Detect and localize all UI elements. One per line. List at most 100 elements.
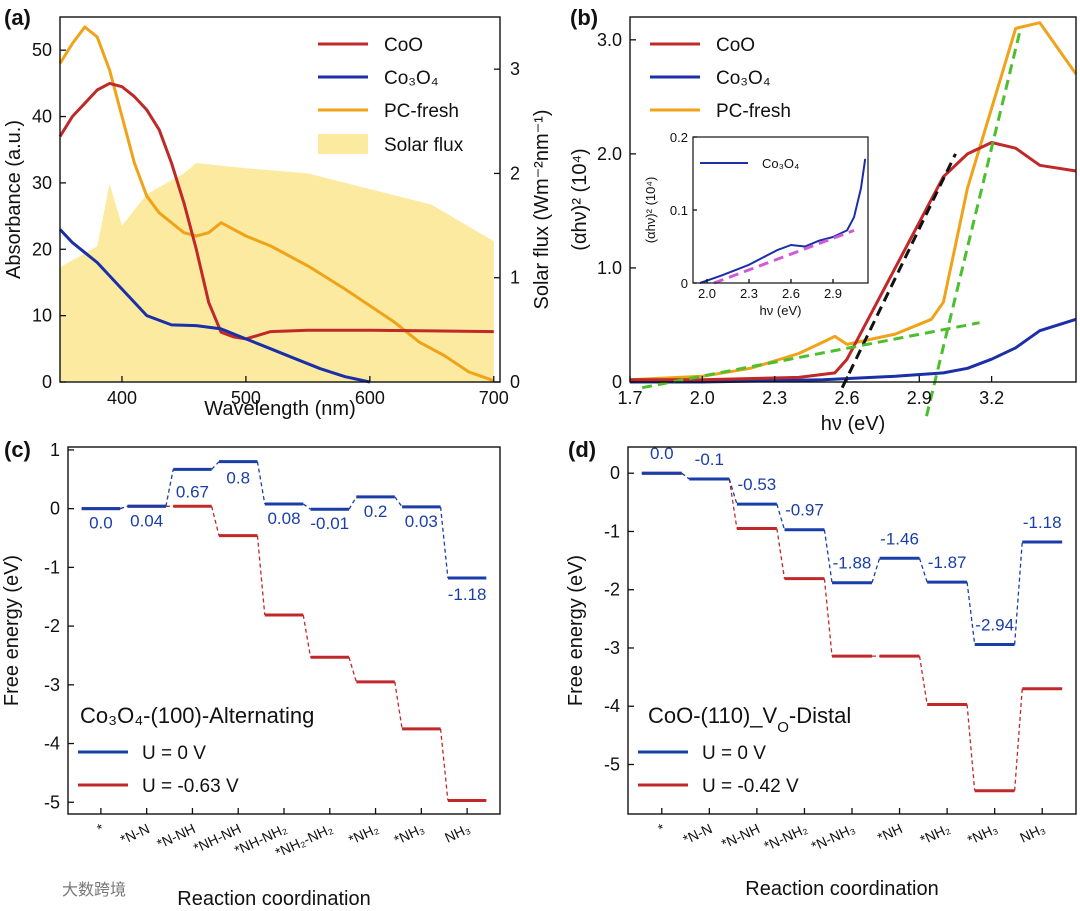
- x-axis-title: Reaction coordination: [177, 888, 370, 910]
- y-axis-title: (αhν)² (10⁴): [569, 148, 591, 250]
- value-label: -1.18: [1023, 513, 1062, 532]
- value-label: 0.04: [130, 511, 163, 530]
- connector-line: [211, 461, 220, 470]
- connector-line: [211, 506, 220, 536]
- y-tick-label: -4: [604, 696, 620, 716]
- value-label: -1.46: [880, 529, 919, 548]
- legend-label: Co₃O₄: [716, 68, 771, 89]
- connector-line: [1013, 541, 1023, 645]
- y-tick-label: -4: [44, 734, 60, 754]
- legend-swatch: [318, 134, 368, 154]
- x-tick-label: 1.7: [617, 388, 642, 408]
- connector-line: [394, 496, 403, 508]
- inset-x-axis-title: hν (eV): [760, 303, 802, 318]
- inset-x-tick-label: 2.3: [740, 286, 758, 301]
- connector-line: [728, 478, 738, 529]
- connector-line: [776, 503, 786, 530]
- legend-label: U = -0.42 V: [702, 776, 799, 797]
- connector-line: [302, 503, 311, 510]
- x-tick-label: 700: [479, 388, 509, 408]
- y-tick-label: 0: [42, 372, 52, 392]
- category-label: *N-NH₂: [761, 820, 809, 854]
- y2-tick-label: 0: [510, 372, 520, 392]
- x-axis-title: hν (eV): [821, 413, 885, 435]
- connector-line: [823, 578, 833, 657]
- caption-tail: -Distal: [789, 703, 851, 728]
- category-label: *NH: [875, 820, 905, 845]
- y-axis-title: Absorbance (a.u.): [3, 120, 25, 279]
- legend-label: U = -0.63 V: [142, 776, 239, 797]
- panel-c-frame: [67, 446, 501, 815]
- value-label: -0.53: [738, 475, 777, 494]
- panel-d-caption: CoO-(110)_VO-Distal: [648, 703, 851, 736]
- inset-y-tick-label: 0: [681, 276, 688, 291]
- inset-x-tick-label: 2.0: [698, 286, 716, 301]
- y2-axis-title: Solar flux (Wm⁻²nm⁻¹): [531, 110, 553, 310]
- panel-label: (c): [4, 437, 31, 462]
- coo-tangent-line: [840, 153, 957, 389]
- y2-tick-label: 3: [510, 59, 520, 79]
- caption-subscript: O: [777, 719, 789, 736]
- coo-line: [58, 81, 494, 341]
- panel-label: (a): [4, 5, 31, 30]
- panel-label: (b): [570, 5, 598, 30]
- category-label: *N-N: [118, 820, 152, 847]
- connector-line: [394, 681, 403, 729]
- y-tick-label: 40: [32, 107, 52, 127]
- connector-line: [119, 505, 128, 510]
- category-label: *N-NH: [719, 820, 762, 852]
- y-tick-label: 0: [610, 463, 620, 483]
- legend-label: CoO: [716, 35, 755, 56]
- connector-line: [966, 704, 976, 791]
- category-label: *NH₂: [346, 820, 381, 848]
- connector-line: [348, 496, 357, 510]
- x-tick-label: 2.0: [690, 388, 715, 408]
- x-tick-label: 2.9: [907, 388, 932, 408]
- legend-label: PC-fresh: [716, 101, 791, 122]
- y-tick-label: -2: [604, 580, 620, 600]
- x-tick-label: 400: [107, 388, 137, 408]
- connector-line: [165, 469, 174, 507]
- value-label: 0.0: [650, 444, 674, 463]
- x-tick-label: 2.6: [834, 388, 859, 408]
- connector-line: [918, 656, 928, 705]
- value-label: -0.01: [310, 514, 349, 533]
- y2-tick-label: 2: [510, 163, 520, 183]
- category-label: NH₃: [1017, 820, 1047, 845]
- y-tick-label: 20: [32, 239, 52, 259]
- y-tick-label: -5: [44, 792, 60, 812]
- category-label: *NH₃: [965, 820, 1000, 848]
- category-label: *: [94, 820, 106, 837]
- inset-x-tick-label: 2.9: [824, 286, 842, 301]
- y-axis-title: Free energy (eV): [565, 555, 587, 706]
- category-label: *N-NH₃: [809, 820, 858, 854]
- category-label: *N-NH: [154, 820, 197, 852]
- connector-line: [823, 529, 833, 583]
- value-label: 0.8: [226, 469, 250, 488]
- y-tick-label: 1: [50, 440, 60, 460]
- y2-tick-label: 1: [510, 268, 520, 288]
- pc-edge-tangent: [925, 28, 1023, 417]
- value-label: 0.2: [364, 502, 388, 521]
- y-tick-label: 2.0: [597, 144, 622, 164]
- co3o4-line: [58, 228, 371, 384]
- connector-line: [681, 472, 690, 480]
- value-label: 0.67: [176, 482, 209, 501]
- y-tick-label: -1: [604, 521, 620, 541]
- connector-line: [776, 528, 786, 579]
- legend-label: Co₃O₄: [384, 68, 439, 89]
- pc-baseline-tangent: [641, 321, 980, 390]
- legend-label: PC-fresh: [384, 101, 459, 122]
- inset-legend-label: Co₃O₄: [762, 156, 799, 171]
- legend-label: Solar flux: [384, 135, 464, 156]
- connector-line: [918, 558, 928, 583]
- connector-line: [256, 535, 266, 615]
- pc-fresh-line: [58, 25, 495, 383]
- x-tick-label: 500: [231, 388, 261, 408]
- connector-line: [728, 478, 738, 505]
- connector-line: [439, 506, 449, 579]
- legend-label: U = 0 V: [142, 743, 206, 764]
- connector-line: [871, 558, 881, 583]
